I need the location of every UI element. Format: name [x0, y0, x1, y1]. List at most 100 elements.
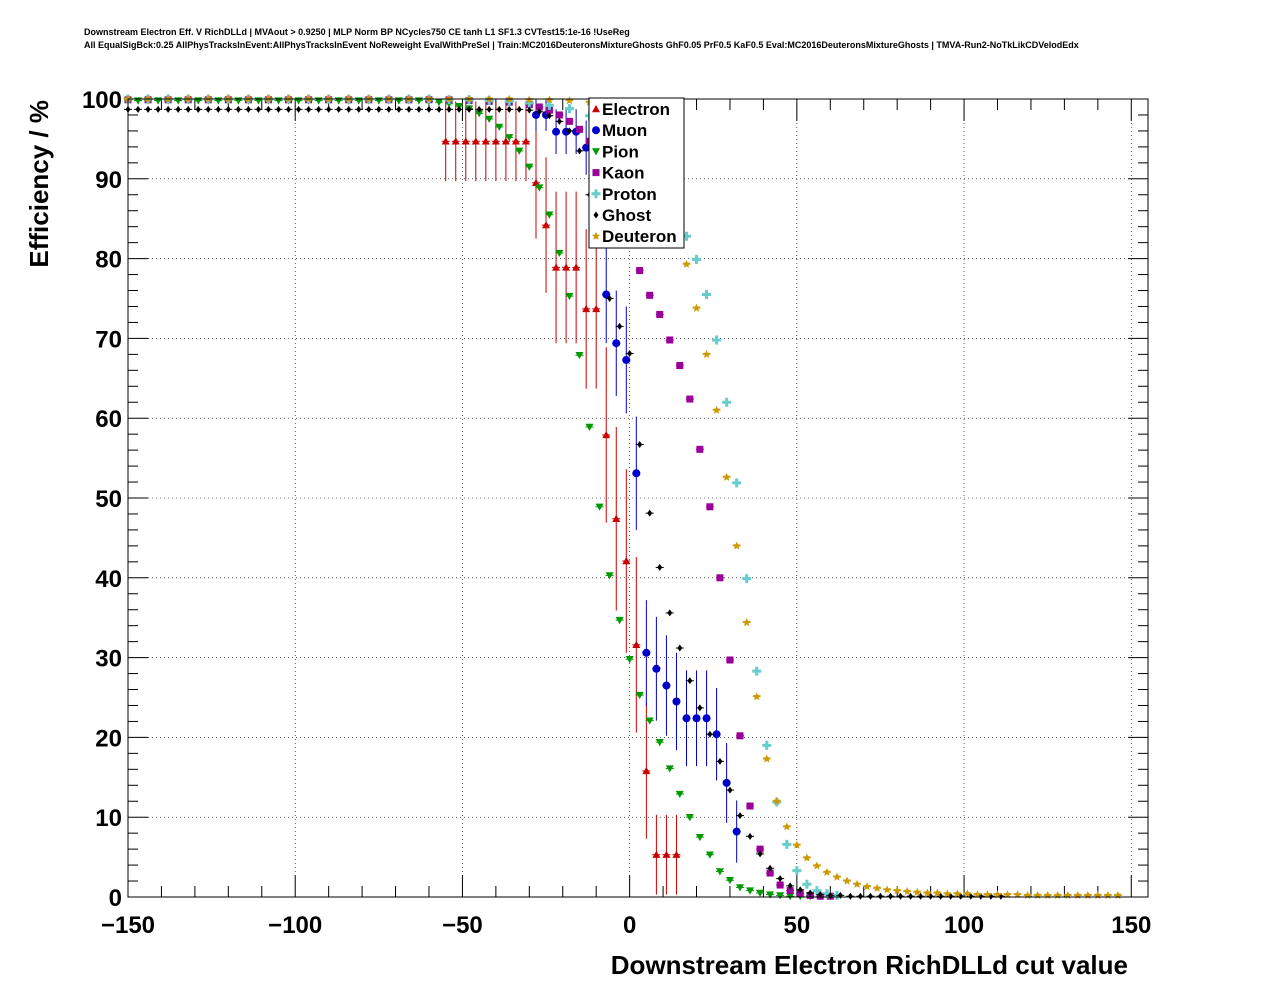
ghost-point	[576, 147, 582, 155]
kaon-point	[776, 881, 784, 889]
pion-point	[605, 572, 614, 580]
ghost-point	[727, 786, 733, 794]
kaon-point	[666, 336, 674, 344]
y-axis-label: Efficiency / %	[24, 100, 54, 268]
x-tick-label: −50	[442, 912, 483, 939]
proton-point	[822, 889, 832, 899]
ghost-point	[617, 322, 623, 330]
deuteron-point	[1053, 890, 1062, 899]
deuteron-point	[1073, 890, 1083, 899]
ghost-point	[296, 105, 302, 113]
legend-marker-deuteron	[591, 231, 601, 240]
pion-point	[645, 717, 654, 725]
electron-point	[521, 137, 530, 145]
electron-point	[491, 137, 500, 145]
electron-point	[441, 137, 450, 145]
electron-point	[642, 766, 651, 775]
deuteron-point	[682, 259, 691, 268]
electron-point	[572, 263, 581, 271]
pion-point	[565, 292, 574, 301]
proton-point	[812, 886, 822, 896]
electron-point	[471, 137, 480, 145]
kaon-point	[756, 845, 764, 853]
deuteron-point	[832, 872, 842, 881]
deuteron-point	[1043, 890, 1052, 899]
ghost-point	[657, 563, 663, 571]
deuteron-point	[565, 96, 574, 105]
proton-point	[504, 96, 514, 106]
deuteron-point	[742, 618, 751, 627]
ghost-point	[767, 864, 773, 872]
pion-point	[575, 351, 584, 360]
muon-point	[652, 664, 661, 673]
deuteron-point	[792, 840, 802, 849]
electron-series	[441, 101, 681, 895]
pion-point	[675, 790, 684, 799]
deuteron-point	[712, 405, 721, 414]
deuteron-point	[812, 861, 822, 870]
y-tick-label: 90	[95, 167, 122, 194]
legend-label-ghost: Ghost	[602, 206, 651, 225]
muon-point	[702, 714, 711, 723]
deuteron-point	[702, 349, 711, 358]
proton-point	[742, 574, 752, 584]
pion-point	[695, 833, 704, 842]
ghost-point	[456, 105, 462, 113]
ghost-point	[135, 105, 141, 113]
ghost-point	[516, 105, 522, 113]
ghost-point	[145, 105, 151, 113]
muon-point	[732, 827, 741, 836]
ghost-point	[687, 677, 693, 685]
proton-point	[712, 335, 722, 345]
proton-point	[524, 98, 534, 108]
ghost-point	[165, 105, 171, 113]
proton-point	[752, 666, 762, 676]
pion-point	[635, 691, 644, 700]
ghost-point	[436, 105, 442, 113]
electron-point	[461, 137, 470, 145]
pion-point	[715, 868, 724, 876]
ghost-point	[476, 105, 482, 113]
ghost-point	[235, 105, 241, 113]
legend-label-kaon: Kaon	[602, 164, 645, 183]
deuteron-point	[842, 876, 852, 885]
ghost-point	[255, 105, 261, 113]
y-tick-label: 0	[109, 885, 122, 912]
pion-point	[655, 738, 664, 747]
ghost-point	[275, 105, 281, 113]
ghost-point	[807, 889, 813, 897]
ghost-point	[215, 105, 221, 113]
kaon-point	[545, 106, 553, 114]
ghost-point	[376, 105, 382, 113]
ghost-point	[286, 105, 292, 113]
kaon-point	[796, 890, 804, 898]
muon-point	[632, 469, 641, 478]
deuteron-point	[802, 853, 812, 862]
pion-point	[776, 892, 785, 900]
muon-point	[552, 127, 561, 136]
kaon-point	[656, 310, 664, 318]
pion-point	[535, 184, 544, 192]
pion-point	[485, 115, 494, 123]
proton-point	[544, 100, 554, 110]
deuteron-point	[1093, 890, 1103, 899]
ghost-point	[777, 875, 783, 883]
kaon-point	[766, 869, 774, 877]
kaon-point	[736, 732, 744, 740]
deuteron-point	[1013, 890, 1022, 899]
electron-point	[542, 221, 551, 229]
deuteron-point	[1003, 890, 1012, 899]
ghost-point	[155, 105, 161, 113]
deuteron-point	[933, 888, 942, 897]
muon-series	[532, 99, 741, 863]
kaon-point	[726, 656, 734, 664]
electron-point	[562, 263, 571, 271]
ghost-point	[717, 757, 723, 765]
ghost-point	[857, 892, 863, 900]
legend-label-proton: Proton	[602, 185, 657, 204]
electron-point	[672, 850, 681, 858]
ghost-point	[556, 117, 562, 125]
ghost-point	[707, 730, 713, 738]
ghost-point	[697, 704, 703, 712]
ghost-point	[747, 832, 753, 840]
